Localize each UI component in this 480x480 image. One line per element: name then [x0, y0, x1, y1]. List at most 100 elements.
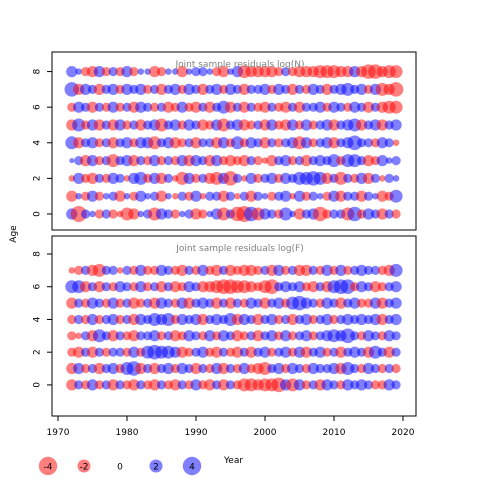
bubble-logn-age5-1973 — [72, 118, 86, 132]
bubble-logn-age1-2017 — [376, 190, 388, 202]
bubble-logn-age8-1994 — [217, 65, 230, 78]
bubble-logf-age7-1989 — [184, 265, 194, 275]
bubble-logn-age2-1998 — [245, 172, 257, 185]
bubble-logf-age6-1983 — [143, 282, 153, 292]
bubble-logf-age4-2002 — [274, 314, 284, 325]
bubble-logf-age0-1985 — [156, 380, 167, 390]
bubble-logf-age5-1995 — [224, 297, 237, 309]
bubble-logf-age1-2016 — [370, 363, 380, 374]
bubble-logf-age4-1988 — [176, 313, 188, 326]
bubble-logn-age7-2000 — [259, 83, 271, 96]
bubble-logn-age3-2018 — [385, 157, 393, 164]
bubble-logn-age0-1994 — [217, 207, 231, 221]
bubble-logn-age8-1991 — [198, 67, 208, 77]
bubble-logn-age5-2004 — [286, 119, 299, 131]
bubble-logf-age7-2011 — [335, 264, 347, 277]
bubble-logn-age8-1978 — [108, 67, 118, 77]
x-tick-label: 1990 — [185, 428, 208, 438]
bubble-logn-age6-1982 — [135, 101, 147, 113]
bubble-logf-age4-2019 — [390, 313, 402, 326]
bubble-logn-age7-2005 — [294, 84, 305, 94]
bubble-logn-age5-1994 — [217, 118, 231, 132]
bubble-logf-age7-2002 — [273, 264, 285, 277]
bubble-logf-age0-1978 — [107, 379, 119, 391]
bubble-logn-age0-2018 — [384, 209, 394, 219]
bubble-logf-age7-2015 — [363, 265, 374, 275]
x-tick-label: 2000 — [254, 428, 277, 438]
legend-label: -2 — [80, 463, 89, 473]
bubble-logn-age2-2003 — [280, 172, 292, 185]
bubble-logn-age4-2014 — [357, 138, 367, 148]
bubble-logf-age3-1972 — [67, 331, 77, 341]
bubble-logn-age2-2017 — [379, 175, 386, 182]
bubble-logn-age3-1972 — [69, 158, 75, 164]
bubble-logf-age4-1997 — [238, 313, 250, 326]
bubble-logn-age7-2007 — [307, 83, 319, 96]
bubble-logf-age3-2016 — [370, 331, 380, 341]
bubble-logf-age5-2006 — [300, 297, 313, 309]
bubble-logn-age5-2014 — [355, 119, 368, 131]
bubble-logf-age3-1978 — [107, 330, 119, 342]
bubble-logf-age1-2005 — [294, 363, 305, 374]
bubble-logn-age2-1986 — [163, 173, 173, 183]
bubble-logf-age7-2007 — [308, 265, 318, 275]
bubble-logn-age3-2008 — [314, 154, 326, 167]
bubble-logn-age3-2017 — [376, 154, 388, 167]
bubble-logn-age2-1975 — [86, 172, 99, 185]
bubble-logn-age2-2018 — [384, 173, 394, 183]
bubble-logn-age0-2000 — [259, 208, 271, 220]
bubble-logf-age6-2005 — [293, 281, 306, 293]
bubble-logn-age1-1994 — [217, 190, 230, 202]
bubble-logn-age3-1984 — [148, 154, 161, 167]
bubble-logn-age0-2013 — [347, 206, 362, 222]
legend-label: 2 — [153, 463, 159, 473]
bubble-logf-age2-1993 — [211, 346, 223, 358]
bubble-logf-age6-1977 — [101, 282, 111, 292]
bubble-logn-age8-1976 — [93, 65, 106, 78]
bubble-logn-age3-2006 — [300, 154, 313, 167]
bubble-logf-age0-1984 — [148, 379, 161, 391]
bubble-logn-age1-1972 — [66, 190, 78, 202]
bubble-logn-age0-1987 — [170, 209, 180, 219]
bubble-logf-age3-2013 — [350, 331, 360, 341]
bubble-logn-age6-1983 — [143, 102, 153, 112]
bubble-logn-age6-1984 — [150, 102, 160, 112]
bubble-logn-age6-2010 — [328, 101, 340, 113]
bubble-logn-age6-2008 — [314, 101, 326, 113]
bubble-logn-age7-1980 — [121, 83, 133, 96]
bubble-logf-age0-1982 — [136, 380, 146, 390]
bubble-logn-age1-1983 — [144, 192, 151, 200]
bubble-logn-age5-2001 — [266, 119, 278, 131]
bubble-logf-age7-2009 — [321, 264, 333, 277]
bubble-logn-age8-1972 — [66, 65, 78, 78]
bubble-logn-age7-1987 — [169, 83, 181, 96]
bubble-logn-age8-1977 — [101, 67, 111, 77]
bubble-logf-age5-2007 — [308, 298, 318, 308]
bubble-logn-age2-2011 — [334, 171, 348, 185]
bubble-logn-age5-1982 — [135, 119, 147, 131]
bubble-logn-age6-2000 — [259, 101, 271, 113]
bubble-logn-age1-2000 — [261, 192, 269, 200]
bubble-logf-age1-2018 — [384, 363, 394, 374]
bubble-logf-age0-2009 — [321, 379, 333, 391]
bubble-logn-age5-1987 — [169, 119, 181, 131]
bubble-logn-age6-1978 — [107, 101, 119, 113]
bubble-logf-age0-1994 — [217, 379, 230, 391]
bubble-logn-age4-2018 — [384, 138, 394, 148]
bubble-logf-age5-1979 — [115, 298, 125, 308]
bubble-logn-age6-2013 — [349, 101, 361, 113]
bubble-logf-age3-2006 — [300, 330, 313, 342]
bubble-logf-age2-1989 — [184, 347, 194, 357]
legend-label: -4 — [44, 463, 53, 473]
bubble-logn-age5-2006 — [300, 119, 313, 131]
bubble-logn-age1-2003 — [280, 190, 292, 202]
bubble-logf-age2-2008 — [314, 346, 326, 358]
bubble-logf-age0-2018 — [383, 379, 395, 391]
bubble-logf-age1-1984 — [148, 362, 161, 375]
bubble-logf-age4-1999 — [252, 313, 264, 326]
bubble-logf-age6-1985 — [155, 281, 168, 293]
bubble-logf-age3-2019 — [391, 331, 401, 341]
bubble-logn-age4-2007 — [308, 138, 318, 148]
bubble-logf-age2-1976 — [94, 347, 104, 357]
bubble-logf-age3-1992 — [204, 330, 216, 342]
